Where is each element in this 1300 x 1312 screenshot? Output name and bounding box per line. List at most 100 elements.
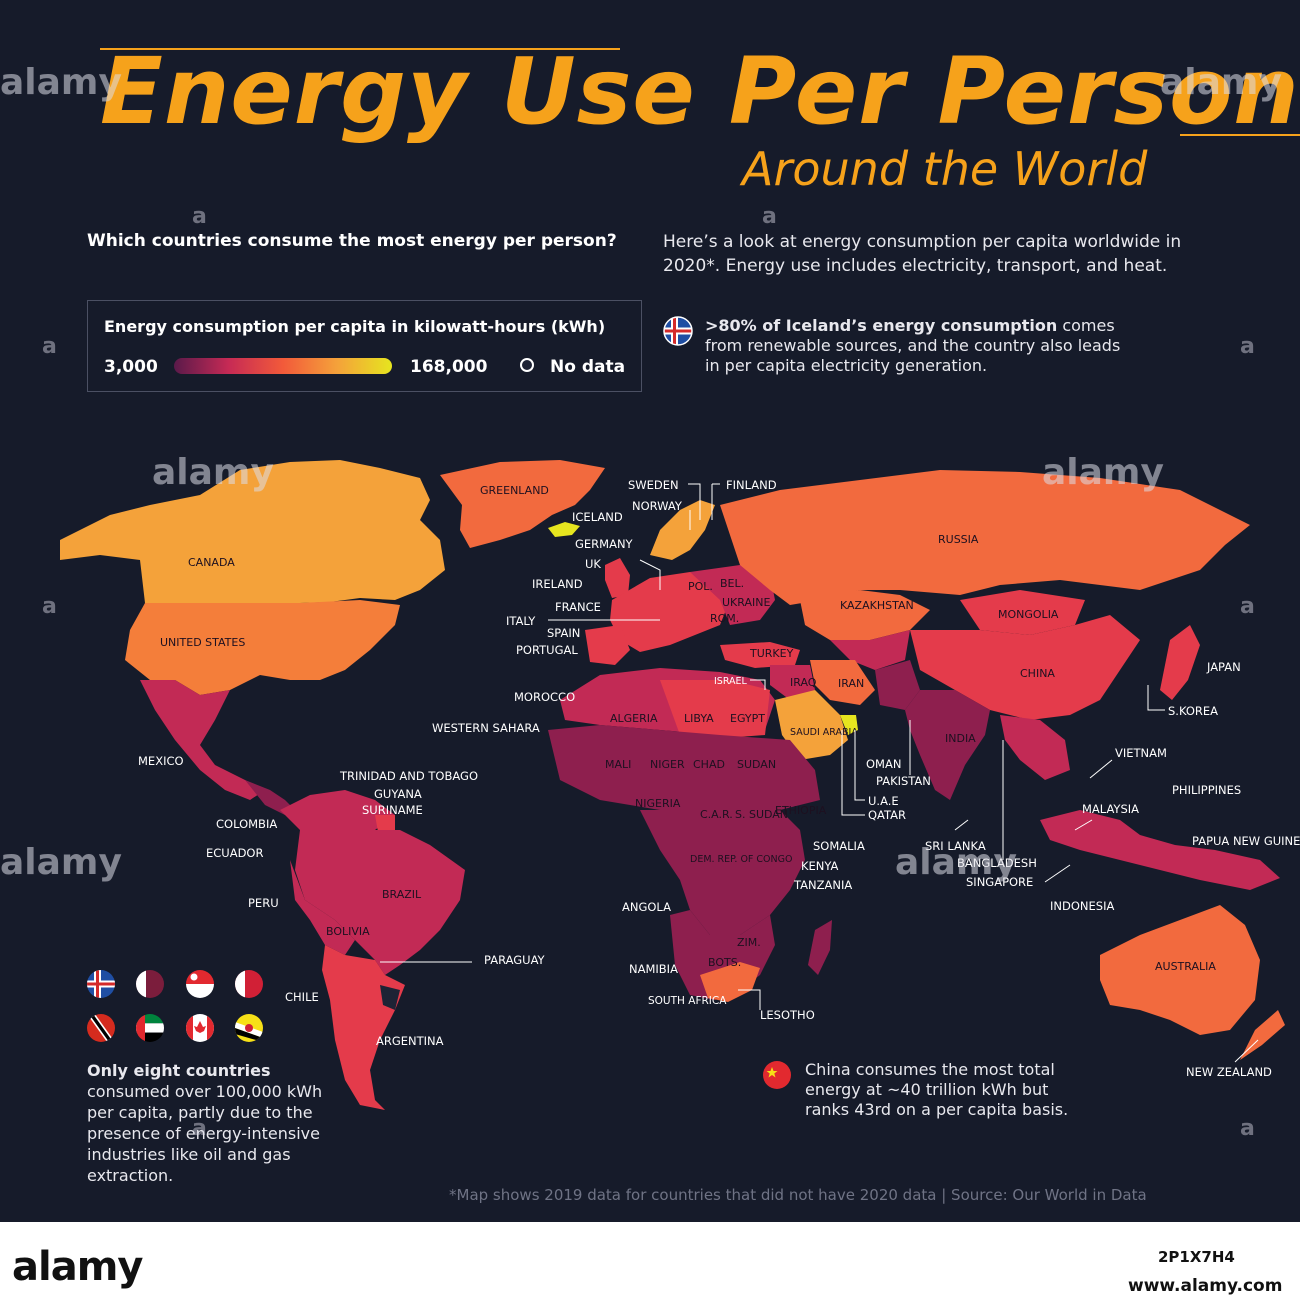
watermark-small-1: a xyxy=(192,204,207,229)
country-greenland xyxy=(440,460,605,548)
country-southeast-asia xyxy=(1000,715,1070,780)
country-eastern-europe xyxy=(690,565,775,625)
label-mali: MALI xyxy=(605,758,631,771)
country-saudi-arabia xyxy=(775,690,848,760)
country-china xyxy=(910,615,1140,720)
label-mongolia: MONGOLIA xyxy=(998,608,1059,621)
label-western-sahara: WESTERN SAHARA xyxy=(432,721,540,735)
qatar-flag-icon xyxy=(136,970,164,998)
label-rom: ROM. xyxy=(710,612,739,625)
country-gulf-states xyxy=(840,715,858,735)
label-s-korea: S.KOREA xyxy=(1168,704,1218,718)
watermark-5: alamy xyxy=(0,842,122,883)
label-italy: ITALY xyxy=(506,614,536,628)
label-zim: ZIM. xyxy=(737,936,761,949)
label-papua-new-guinea: PAPUA NEW GUINEA xyxy=(1192,834,1300,848)
eight-note-rest: consumed over 100,000 kWh per capita, pa… xyxy=(87,1082,323,1185)
iceland-note-rest: comes from renewable sources, and the co… xyxy=(705,316,1121,375)
leader-sri-lanka xyxy=(954,819,969,831)
label-bangladesh: BANGLADESH xyxy=(957,856,1037,870)
leader-singapore xyxy=(1044,864,1071,883)
leader-malaysia xyxy=(1074,819,1093,831)
watermark-4: alamy xyxy=(1042,452,1164,493)
watermark-small-7: a xyxy=(192,1116,207,1141)
iceland-flag-icon xyxy=(663,316,693,346)
stock-logo: alamy xyxy=(12,1244,143,1290)
label-india: INDIA xyxy=(945,732,976,745)
country-usa xyxy=(125,600,400,695)
country-brazil xyxy=(295,830,465,975)
country-iran xyxy=(810,660,875,705)
label-argentina: ARGENTINA xyxy=(376,1034,444,1048)
label-israel: ISRAEL xyxy=(714,676,748,687)
stock-footer-bar xyxy=(0,1222,1300,1312)
singapore-flag-icon xyxy=(186,970,214,998)
label-finland: FINLAND xyxy=(726,478,777,492)
label-ukraine: UKRAINE xyxy=(722,596,770,609)
page-title: Energy Use Per Person xyxy=(100,38,1300,145)
world-map: GREENLAND CANADA UNITED STATES RUSSIA KA… xyxy=(60,460,1300,1110)
watermark-small-2: a xyxy=(762,204,777,229)
label-suriname: SURINAME xyxy=(362,803,423,817)
legend-max-label: 168,000 xyxy=(410,357,488,377)
country-uk-ireland xyxy=(605,558,630,598)
iceland-flag-icon xyxy=(87,970,115,998)
label-trinidad: TRINIDAD AND TOBAGO xyxy=(339,769,478,783)
uae-flag-icon xyxy=(136,1014,164,1042)
country-australia xyxy=(1100,905,1260,1035)
legend: Energy consumption per capita in kilowat… xyxy=(87,300,642,392)
label-uk: UK xyxy=(585,557,601,571)
country-madagascar xyxy=(808,920,832,975)
label-france: FRANCE xyxy=(555,600,601,614)
country-guyana-suriname xyxy=(375,815,395,832)
label-bots: BOTS. xyxy=(708,956,741,969)
label-brazil: BRAZIL xyxy=(382,888,422,901)
country-kazakhstan xyxy=(800,590,930,640)
eight-countries-note: Only eight countries consumed over 100,0… xyxy=(87,1060,332,1186)
brunei-flag-icon xyxy=(235,1014,263,1042)
iceland-note: >80% of Iceland’s energy consumption com… xyxy=(705,316,1135,376)
question-text: Which countries consume the most energy … xyxy=(87,231,617,251)
country-central-africa xyxy=(640,810,805,935)
country-canada xyxy=(60,460,445,603)
watermark-small-8: a xyxy=(1240,1116,1255,1141)
label-sri-lanka: SRI LANKA xyxy=(925,839,986,853)
country-mongolia xyxy=(960,590,1085,635)
label-oman: OMAN xyxy=(866,757,901,771)
label-s-sudan: S. SUDAN xyxy=(735,808,788,821)
label-colombia: COLOMBIA xyxy=(216,817,277,831)
watermark-small-6: a xyxy=(1240,594,1255,619)
label-indonesia: INDONESIA xyxy=(1050,899,1114,913)
label-car: C.A.R. xyxy=(700,808,733,821)
canada-flag-icon xyxy=(186,1014,214,1042)
page-subtitle: Around the World xyxy=(742,142,1148,196)
iceland-note-bold: >80% of Iceland’s energy consumption xyxy=(705,316,1058,335)
country-mexico xyxy=(140,680,265,800)
country-india xyxy=(905,690,990,800)
legend-gradient-bar xyxy=(174,358,392,374)
no-data-swatch xyxy=(520,358,534,372)
label-pol: POL. xyxy=(688,580,713,593)
label-bel: BEL. xyxy=(720,577,744,590)
label-vietnam: VIETNAM xyxy=(1115,746,1167,760)
label-ethiopia: ETHIOPIA xyxy=(775,804,827,817)
china-note: China consumes the most total energy at … xyxy=(805,1060,1069,1119)
top-eight-flags xyxy=(87,970,263,1042)
title-rule-top xyxy=(100,48,620,50)
legend-title: Energy consumption per capita in kilowat… xyxy=(104,317,606,336)
label-paraguay: PARAGUAY xyxy=(484,953,546,967)
bahrain-flag-icon xyxy=(235,970,263,998)
label-germany: GERMANY xyxy=(575,537,634,551)
label-mexico: MEXICO xyxy=(138,754,184,768)
country-peru-bolivia xyxy=(290,860,355,955)
label-russia: RUSSIA xyxy=(938,533,979,546)
label-niger: NIGER xyxy=(650,758,685,771)
label-australia: AUSTRALIA xyxy=(1155,960,1216,973)
country-sahel xyxy=(548,725,820,810)
trinidad-flag-icon xyxy=(87,1014,115,1042)
watermark-2: alamy xyxy=(1160,62,1282,103)
country-russia xyxy=(720,470,1250,605)
country-pakistan-afghanistan xyxy=(875,660,920,710)
label-namibia: NAMIBIA xyxy=(629,962,678,976)
label-iraq: IRAQ xyxy=(790,676,817,689)
